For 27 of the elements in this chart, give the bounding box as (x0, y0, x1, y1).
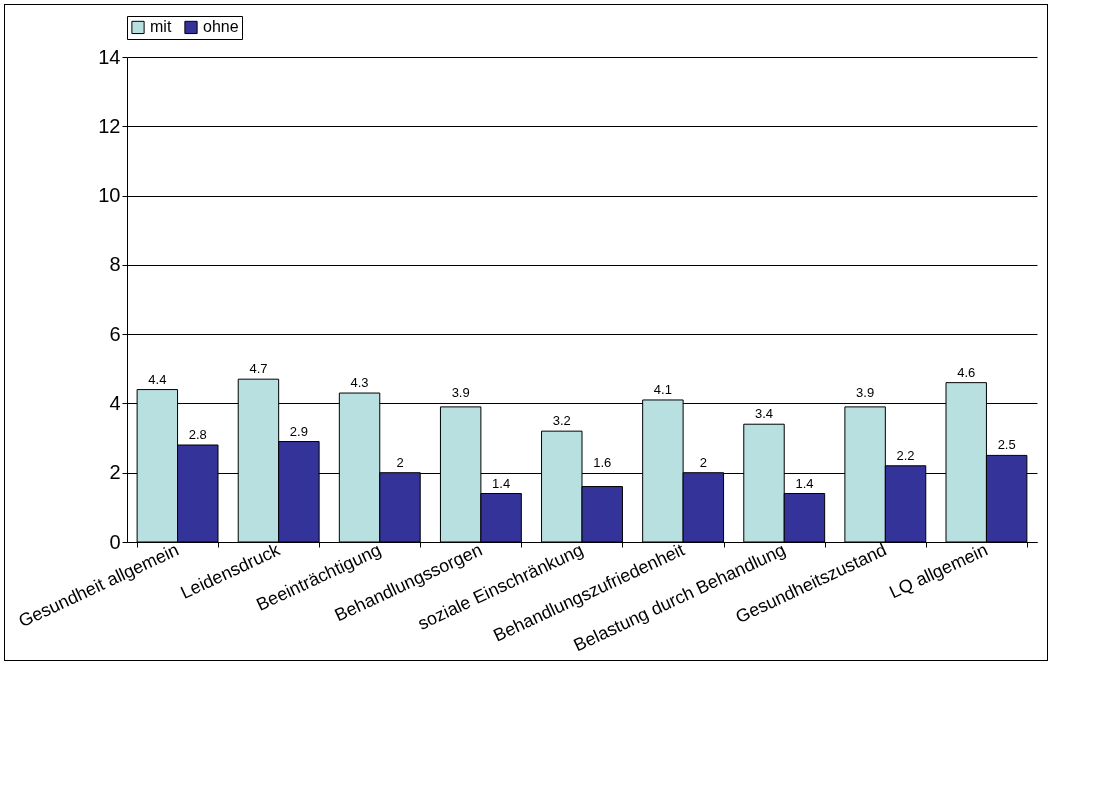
data-label: 2 (396, 454, 404, 470)
y-tick-label: 14 (98, 45, 121, 68)
data-label: 2.8 (188, 427, 207, 442)
y-tick-label: 12 (98, 114, 121, 137)
data-label: 1.6 (593, 454, 612, 470)
data-label: 1.4 (795, 475, 814, 491)
data-label: 3.9 (451, 385, 470, 401)
data-label: 4.3 (350, 375, 369, 391)
data-label: 4.4 (148, 371, 167, 387)
y-tick-label: 2 (109, 461, 121, 484)
data-label: 2 (699, 454, 707, 470)
data-label: 3.4 (754, 406, 774, 422)
y-tick-label: 8 (109, 253, 121, 276)
legend-label: ohne (203, 18, 239, 36)
data-label: 2.9 (289, 423, 308, 439)
legend-label: mit (150, 18, 172, 36)
y-tick-label: 6 (109, 322, 121, 345)
y-tick-label: 10 (98, 184, 121, 207)
data-label: 2.5 (997, 437, 1016, 453)
data-label: 1.4 (492, 475, 511, 491)
data-label: 4.7 (249, 361, 268, 377)
data-label: 3.2 (552, 413, 571, 429)
data-label: 4.1 (653, 381, 672, 397)
data-label: 4.6 (957, 364, 976, 380)
data-label: 3.9 (856, 385, 875, 401)
data-label: 2.2 (896, 447, 915, 463)
y-tick-label: 4 (109, 391, 121, 414)
